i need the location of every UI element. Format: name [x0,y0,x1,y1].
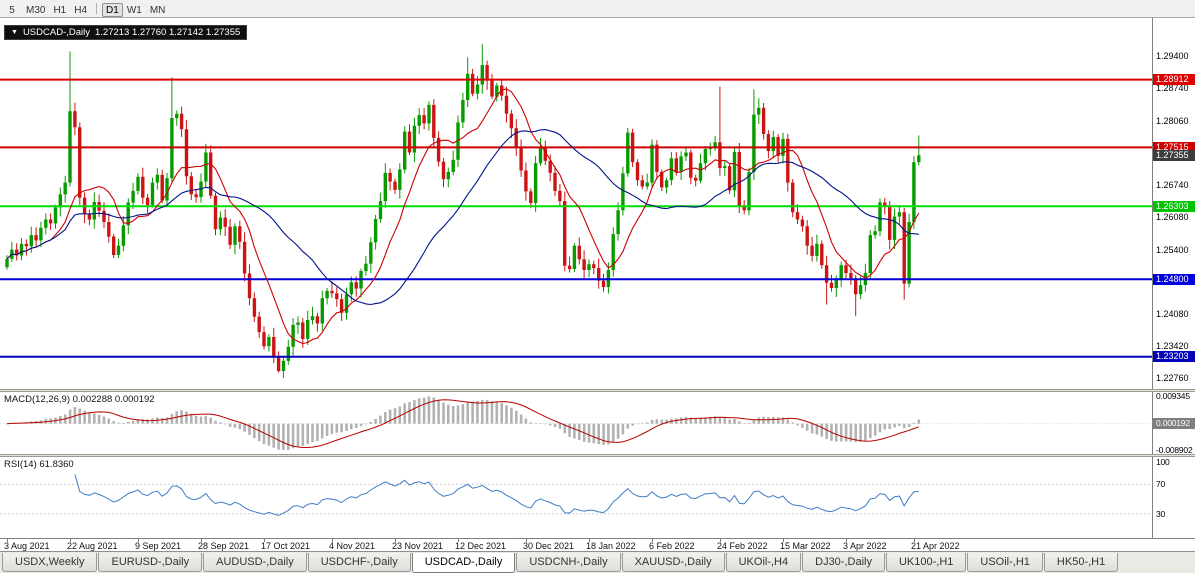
date-tick [138,539,139,542]
chart-tab-usdx-weekly[interactable]: USDX,Weekly [2,553,98,572]
chart-tab-dj30-daily[interactable]: DJ30-,Daily [802,553,885,572]
date-label: 21 Apr 2022 [911,541,960,551]
date-tick [526,539,527,542]
rsi-axis-label: 30 [1156,508,1166,519]
timeframe-toolbar: 5 M30 H1 H4 D1 W1 MN [0,0,1195,18]
price-axis-label: 1.22760 [1156,373,1189,384]
date-label: 4 Nov 2021 [329,541,376,551]
rsi-canvas[interactable] [0,457,1152,538]
price-chart-panel[interactable]: ▼ USDCAD-,Daily 1.27213 1.27760 1.27142 … [0,18,1195,389]
date-label: 17 Oct 2021 [261,541,311,551]
macd-axis-label: 0.009345 [1156,392,1190,401]
timeframe-button-m30[interactable]: M30 [26,5,46,16]
chart-tab-usoil-h1[interactable]: USOil-,H1 [967,553,1043,572]
date-tick [332,539,333,542]
date-label: 12 Dec 2021 [455,541,507,551]
date-label: 24 Feb 2022 [717,541,768,551]
date-label: 3 Aug 2021 [4,541,50,551]
date-tick [458,539,459,542]
date-label: 3 Apr 2022 [843,541,887,551]
date-tick [783,539,784,542]
price-badge: 1.23203 [1153,351,1195,363]
price-badge: 1.24800 [1153,273,1195,285]
price-axis-label: 1.28740 [1156,82,1189,93]
symbol-label: USDCAD-,Daily [22,27,90,38]
price-axis-label: 1.23420 [1156,341,1189,352]
macd-value-badge: 0.000192 [1153,418,1195,430]
chart-tab-usdcnh-daily[interactable]: USDCNH-,Daily [516,553,621,572]
price-badge: 1.26303 [1153,200,1195,212]
date-tick [7,539,8,542]
chart-tabbar: USDX,Weekly EURUSD-,Daily AUDUSD-,Daily USD… [0,551,1195,573]
price-badge: 1.27355 [1153,149,1195,161]
price-axis-label: 1.26740 [1156,180,1189,191]
date-label: 15 Mar 2022 [780,541,831,551]
price-axis-label: 1.28060 [1156,115,1189,126]
date-axis[interactable]: 3 Aug 2021 22 Aug 2021 9 Sep 2021 28 Sep 20… [0,538,1195,551]
date-tick [846,539,847,542]
date-tick [201,539,202,542]
macd-label: MACD(12,26,9) 0.002288 0.000192 [4,394,155,405]
macd-panel[interactable]: MACD(12,26,9) 0.002288 0.000192 0.009345… [0,392,1195,454]
timeframe-button-mn[interactable]: MN [149,5,166,16]
date-label: 22 Aug 2021 [67,541,118,551]
chart-tab-usdchf-daily[interactable]: USDCHF-,Daily [307,553,411,572]
date-label: 9 Sep 2021 [135,541,182,551]
price-axis-label: 1.25400 [1156,245,1189,256]
macd-canvas[interactable] [0,392,1152,454]
ohlc-values: 1.27213 1.27760 1.27142 1.27355 [94,27,241,38]
date-label: 6 Feb 2022 [649,541,695,551]
price-chart-canvas[interactable] [0,18,1152,389]
date-tick [395,539,396,542]
price-axis[interactable]: 1.29400 1.28740 1.28060 1.26740 1.26080 1.254… [1152,18,1195,389]
price-badge: 1.28912 [1153,74,1195,86]
date-label: 30 Dec 2021 [523,541,575,551]
chart-tab-audusd-daily[interactable]: AUDUSD-,Daily [203,553,307,572]
rsi-label: RSI(14) 61.8360 [4,459,74,470]
rsi-axis-label: 100 [1156,457,1170,467]
timeframe-button-w1[interactable]: W1 [126,5,142,16]
toolbar-separator [96,3,98,15]
date-tick [589,539,590,542]
symbol-ohlc-box[interactable]: ▼ USDCAD-,Daily 1.27213 1.27760 1.27142 … [4,25,248,40]
macd-axis-label: -0.008902 [1156,445,1193,454]
chart-tab-eurusd-daily[interactable]: EURUSD-,Daily [98,553,203,572]
chart-window: ▼ USDCAD-,Daily 1.27213 1.27760 1.27142 … [0,18,1195,551]
panel-separator[interactable] [0,389,1195,392]
date-label: 23 Nov 2021 [392,541,444,551]
price-axis-label: 1.24080 [1156,309,1189,320]
date-tick [652,539,653,542]
chart-tab-ukoil-h4[interactable]: UKOil-,H4 [725,553,802,572]
timeframe-button-5[interactable]: 5 [9,5,15,16]
chart-tab-hk50-h1[interactable]: HK50-,H1 [1043,553,1119,572]
macd-axis: 0.009345 0.000192 -0.008902 [1152,392,1195,454]
price-axis-label: 1.29400 [1156,50,1189,61]
date-label: 18 Jan 2022 [586,541,636,551]
date-tick [70,539,71,542]
date-tick [914,539,915,542]
timeframe-button-d1[interactable]: D1 [102,3,123,17]
date-label: 28 Sep 2021 [198,541,250,551]
date-tick [720,539,721,542]
rsi-axis-label: 70 [1156,479,1166,490]
chart-tab-xauusd-daily[interactable]: XAUUSD-,Daily [621,553,725,572]
chart-tab-uk100-h1[interactable]: UK100-,H1 [885,553,967,572]
chart-tab-usdcad-daily[interactable]: USDCAD-,Daily [411,553,516,573]
dropdown-icon: ▼ [11,29,18,36]
rsi-panel[interactable]: RSI(14) 61.8360 100 70 30 [0,457,1195,538]
timeframe-button-h4[interactable]: H4 [74,5,88,16]
panel-separator[interactable] [0,454,1195,457]
price-badge: 1.27515 [1153,141,1195,153]
price-axis-label: 1.26080 [1156,212,1189,223]
date-tick [264,539,265,542]
timeframe-button-h1[interactable]: H1 [53,5,67,16]
rsi-axis: 100 70 30 [1152,457,1195,538]
